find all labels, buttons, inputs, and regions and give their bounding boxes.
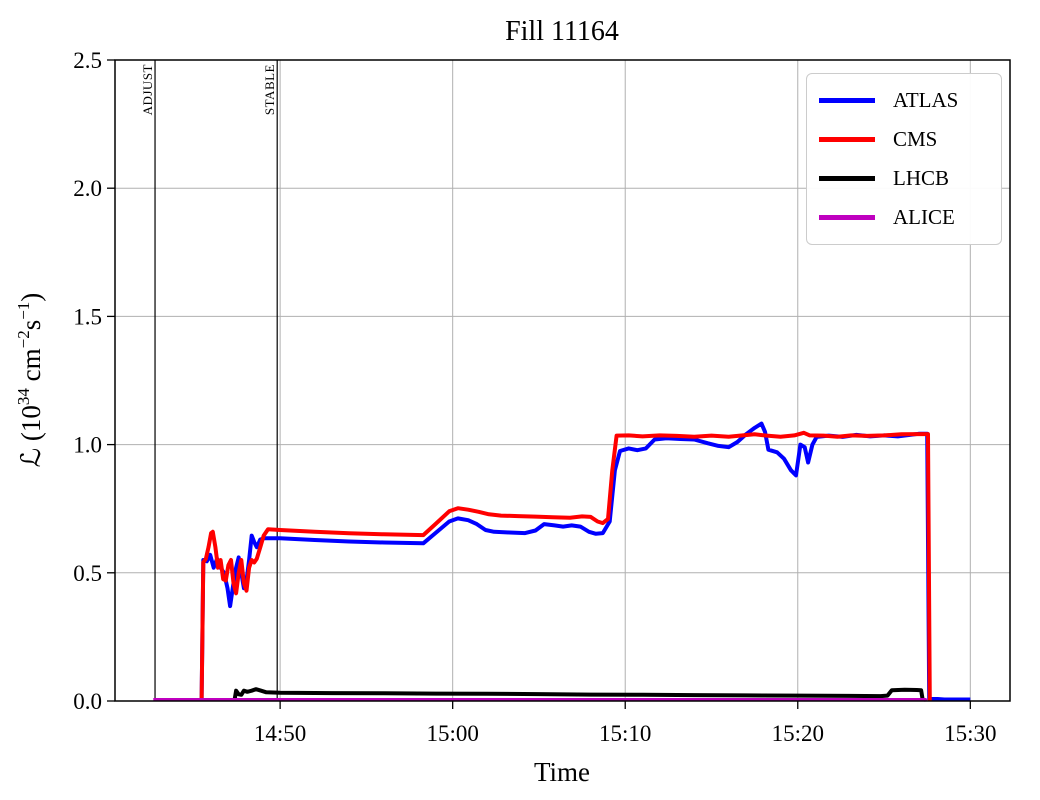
cms-line-swatch (819, 137, 875, 142)
legend-label-cms: CMS (893, 127, 938, 151)
legend-item-atlas: ATLAS (819, 81, 989, 120)
series-line-cms (199, 430, 932, 702)
y-tick-label-1.5: 1.5 (73, 304, 102, 329)
x-tick-label-15:30: 15:30 (944, 721, 996, 746)
plot-border (114, 59, 1011, 702)
legend-label-alice: ALICE (893, 205, 955, 229)
alice-line-swatch (819, 215, 875, 220)
y-tick-label-2.0: 2.0 (73, 176, 102, 201)
y-axis-label-exponent: −1 (14, 302, 33, 320)
y-axis-label-part: cm (16, 348, 46, 388)
y-axis-label-part: ℒ (10 (16, 405, 46, 467)
legend-label-atlas: ATLAS (893, 88, 959, 112)
legend-item-lhcb: LHCB (819, 159, 989, 198)
x-tick-label-15:10: 15:10 (599, 721, 651, 746)
event-label-stable: STABLE (262, 64, 277, 115)
y-axis-label-exponent: −2 (14, 330, 33, 348)
x-tick-label-15:20: 15:20 (772, 721, 824, 746)
event-label-adjust: ADJUST (140, 64, 155, 115)
legend-item-alice: ALICE (819, 198, 989, 237)
y-tick-label-1.0: 1.0 (73, 433, 102, 458)
lhcb-line-swatch (819, 176, 875, 181)
y-axis-label-exponent: 34 (14, 388, 33, 406)
chart-title: Fill 11164 (505, 16, 619, 47)
legend-item-cms: CMS (819, 120, 989, 159)
atlas-line-swatch (819, 98, 875, 103)
y-tick-label-0.5: 0.5 (73, 561, 102, 586)
y-axis-label-part: ) (16, 293, 46, 302)
legend-label-lhcb: LHCB (893, 166, 950, 190)
y-axis-label: ℒ (1034 cm−2s−1) (14, 293, 46, 468)
y-tick-label-2.5: 2.5 (73, 48, 102, 73)
y-tick-label-0.0: 0.0 (73, 689, 102, 714)
axis-layer (107, 59, 1011, 709)
x-tick-label-15:00: 15:00 (426, 721, 478, 746)
series-line-lhcb (232, 687, 925, 702)
legend: ATLAS CMS LHCB ALICE (806, 73, 1002, 245)
x-axis-label: Time (534, 757, 590, 787)
event-line-layer (154, 60, 278, 701)
tick-label-layer: 14:50 15:00 15:10 15:20 15:30 0.0 0.5 1.0 1.5 2.0… (73, 48, 996, 746)
x-tick-label-14:50: 14:50 (254, 721, 306, 746)
y-axis-label-part: s (16, 320, 46, 331)
